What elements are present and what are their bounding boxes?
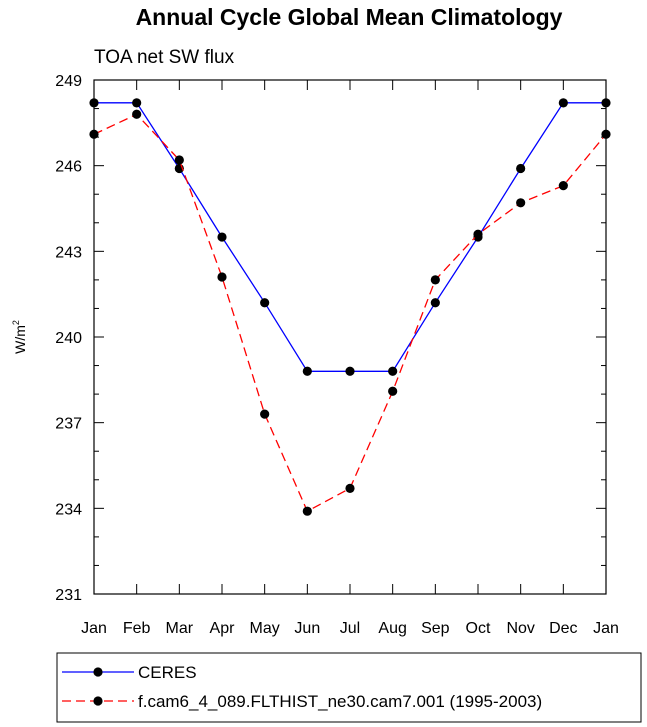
series-1-point [174,155,184,165]
series-0-point [558,98,568,108]
y-axis-title: W/m2 [11,320,28,354]
x-tick-label: Sep [421,620,450,637]
series-0-point [430,298,440,308]
y-tick-label: 249 [55,73,82,90]
chart-subtitle: TOA net SW flux [94,47,235,68]
y-axis-title-base: W/m [12,325,28,354]
y-tick-label: 237 [55,416,82,433]
y-tick-label: 234 [55,501,82,518]
legend-marker-1 [93,696,103,706]
series-0-point [388,366,398,376]
y-axis-title-text: W/m2 [11,320,28,354]
series-0-point [217,232,227,242]
series-1-point [388,386,398,396]
series-1-point [558,181,568,191]
series-1-point [217,272,227,282]
x-tick-label: May [250,620,280,637]
plot-area: 231 234 237 240 243 246 249 Jan Feb Mar Apr May Jun J… [55,73,619,637]
series-0-point [345,366,355,376]
series-0-point [302,366,312,376]
y-tick-label: 243 [55,244,82,261]
y-tick-label: 231 [55,587,82,604]
legend-marker-0 [93,667,103,677]
x-tick-label: Dec [549,620,577,637]
series-1-point [302,506,312,516]
series-1-point [430,275,440,285]
series-1-point [260,409,270,419]
series-line-0 [94,102,606,372]
x-tick-label: Nov [506,620,534,637]
series-0-point [132,98,142,108]
x-tick-label: Jan [593,620,619,637]
y-axis-title-superscript: 2 [11,320,21,325]
x-tick-label: Oct [466,620,491,637]
series-0-point [516,163,526,174]
plot-frame [93,79,607,595]
series-1-point [345,483,355,493]
x-tick-label: Jan [81,620,107,637]
series-1-point [516,198,526,208]
legend-box [56,652,642,723]
series-1-point [132,109,142,119]
legend-label-1: f.cam6_4_089.FLTHIST_ne30.cam7.001 (1995… [138,692,542,711]
y-tick-label: 240 [55,330,82,347]
series-0-point [260,298,270,308]
x-tick-label: Aug [378,620,406,637]
x-tick-label: Mar [166,620,194,637]
series-line-1 [93,113,607,513]
chart-title: Annual Cycle Global Mean Climatology [136,4,563,30]
legend-label-0: CERES [138,663,197,682]
x-tick-label: Jul [340,620,360,637]
x-tick-label: Jun [294,620,320,637]
x-tick-label: Apr [210,620,236,637]
legend: CERES f.cam6_4_089.FLTHIST_ne30.cam7.001 … [56,652,642,723]
x-tick-label: Feb [123,620,151,637]
series-1-point [473,229,483,239]
y-tick-label: 246 [55,159,82,176]
